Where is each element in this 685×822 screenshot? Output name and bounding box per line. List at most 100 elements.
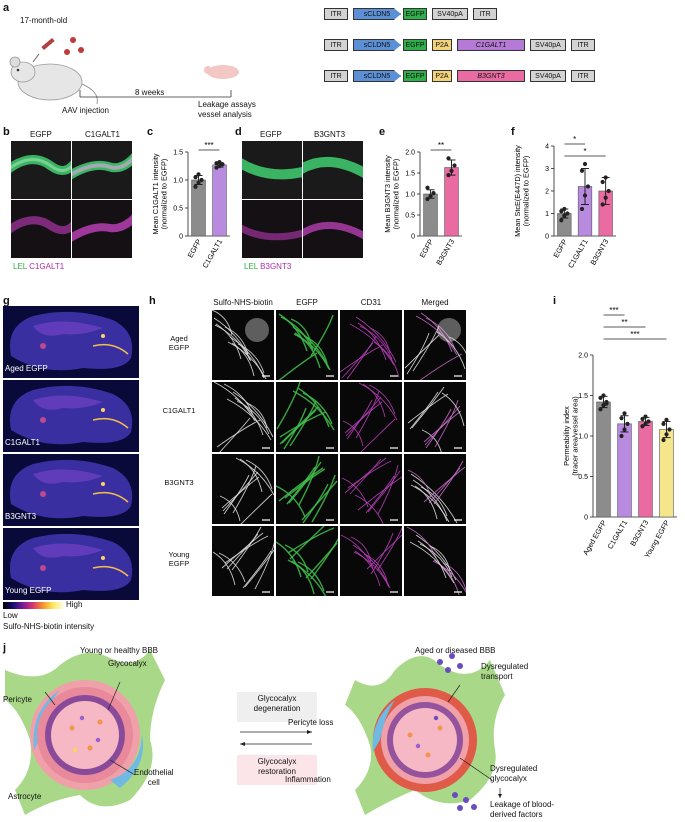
h-image-2-0 [212, 454, 274, 524]
point-1-4 [217, 159, 222, 165]
bar-3 [659, 429, 674, 518]
b-col2-label: C1GALT1 [85, 130, 120, 139]
construct-0-itr: ITR [324, 8, 348, 20]
panel-label-a: a [3, 2, 10, 14]
h-image-2-2 [340, 454, 402, 524]
construct-0-sv40pa: SV40pA [432, 8, 468, 20]
construct-2-b3gnt3: B3GNT3 [457, 70, 525, 82]
sig-label-0: *** [609, 306, 618, 315]
construct-2-sv40pa: SV40pA [530, 70, 566, 82]
y-tick-label: 2.0 [405, 150, 415, 157]
bar-0 [191, 179, 206, 237]
h-col-label-3: Merged [421, 298, 449, 307]
y-tick-label: 3 [545, 166, 549, 173]
brain-image-0 [3, 306, 139, 378]
construct-0-itr: ITR [473, 8, 497, 20]
bar-0 [596, 401, 611, 518]
d-col1-label: EGFP [260, 130, 282, 139]
h-image-3-2 [340, 526, 402, 596]
j-left-title: Young or healthy BBB [80, 646, 158, 655]
point-3-2 [667, 427, 672, 432]
sig-label-1: ** [621, 318, 627, 327]
j-pericyte: Pericyte [3, 695, 32, 704]
x-tick-label-0: EGFP [418, 237, 436, 259]
construct-1-c1galt1: C1GALT1 [457, 39, 525, 51]
construct-1-sv40pa: SV40pA [530, 39, 566, 51]
x-tick-label-0: EGFP [551, 237, 569, 259]
sig-label-0: ** [438, 141, 444, 150]
point-2-3 [600, 179, 605, 185]
h-col-label-1: EGFP [296, 298, 318, 307]
y-tick-label: 0.5 [173, 206, 183, 213]
point-3-3 [661, 421, 666, 426]
brain-image-2 [3, 454, 139, 526]
virus-icon [64, 37, 84, 55]
colorbar-high: High [66, 600, 83, 609]
brain-label-0: Aged EGFP [5, 364, 48, 373]
point-1-1 [622, 427, 627, 432]
h-row-label-0: Aged EGFP [168, 334, 190, 352]
point-1-2 [625, 421, 630, 426]
point-2-0 [640, 424, 645, 429]
y-tick-label: 0.5 [405, 213, 415, 220]
j-resto-2: restoration [258, 767, 296, 776]
h-image-3-0 [212, 526, 274, 596]
panel-label-b: b [3, 126, 10, 138]
b-col1-label: EGFP [30, 130, 52, 139]
y-axis-label: Mean C1GALT1 intensity(normalized to EGF… [151, 153, 169, 234]
brain-label-2: B3GNT3 [5, 512, 37, 521]
point-0-3 [559, 209, 564, 214]
panel-label-f: f [511, 126, 515, 138]
panel-label-d: d [235, 126, 242, 138]
y-axis-label: Mean StcE(E447D) intensity(normalized to… [513, 145, 531, 237]
h-col-label-2: CD31 [360, 298, 382, 307]
panel-label-e: e [379, 126, 386, 138]
point-0-1 [562, 213, 567, 218]
point-3-4 [664, 417, 669, 422]
j-endothelial-2: cell [147, 778, 160, 787]
sig-label-0: *** [204, 141, 213, 150]
j-right-title: Aged or diseased BBB [415, 646, 496, 655]
y-axis-label: Mean B3GNT3 intensity(normalized to EGFP… [383, 155, 401, 233]
point-0-1 [196, 180, 201, 185]
bar-1 [617, 423, 632, 518]
chart-c: 0 0.5 1.0 1.5 Mean C1GALT1 intensity(normali… [151, 141, 230, 270]
y-tick-label: 1.0 [405, 192, 415, 199]
point-0-4 [562, 206, 567, 212]
d-legend-gene: B3GNT3 [260, 262, 292, 271]
point-1-2 [452, 163, 457, 168]
point-3-0 [661, 437, 666, 443]
brain-image-1 [3, 380, 139, 452]
panel-label-c: c [147, 126, 154, 138]
construct-1-scldn5: sCLDN5 [353, 39, 401, 51]
y-tick-label: 0 [584, 515, 588, 522]
d-legend-lel: LEL [244, 262, 258, 271]
point-3-1 [664, 432, 669, 437]
h-image-1-0 [212, 382, 274, 452]
construct-2-itr: ITR [324, 70, 348, 82]
y-tick-label: 1.0 [173, 178, 183, 185]
point-2-4 [603, 175, 608, 180]
mouse-icon [9, 56, 98, 105]
j-astrocyte: Astrocyte [8, 792, 42, 801]
bar-1 [212, 164, 227, 237]
chart-i: 0 0.5 1.0 1.5 2.0 Permeability index(tracer a… [562, 306, 677, 560]
sig-label-1: * [583, 147, 586, 156]
point-0-3 [425, 185, 430, 190]
point-1-3 [446, 156, 451, 161]
y-tick-label: 2 [545, 189, 549, 196]
point-1-1 [582, 193, 588, 198]
point-1-4 [582, 161, 588, 167]
chart-f: 0 1 2 3 4 Mean StcE(E447D) intensity(normaliz… [513, 136, 616, 270]
point-1-4 [622, 411, 627, 416]
x-tick-label-1: C1GALT1 [566, 238, 590, 270]
brain-image-3 [3, 528, 139, 600]
h-image-3-3 [404, 526, 466, 596]
j-dysreg-transport-2: transport [481, 672, 513, 681]
h-image-2-3 [404, 454, 466, 524]
point-0-0 [598, 407, 603, 412]
d-egfp-image [242, 141, 302, 199]
y-tick-label: 0 [545, 234, 549, 241]
x-tick-label-1: C1GALT1 [605, 519, 629, 551]
point-0-0 [559, 218, 564, 223]
